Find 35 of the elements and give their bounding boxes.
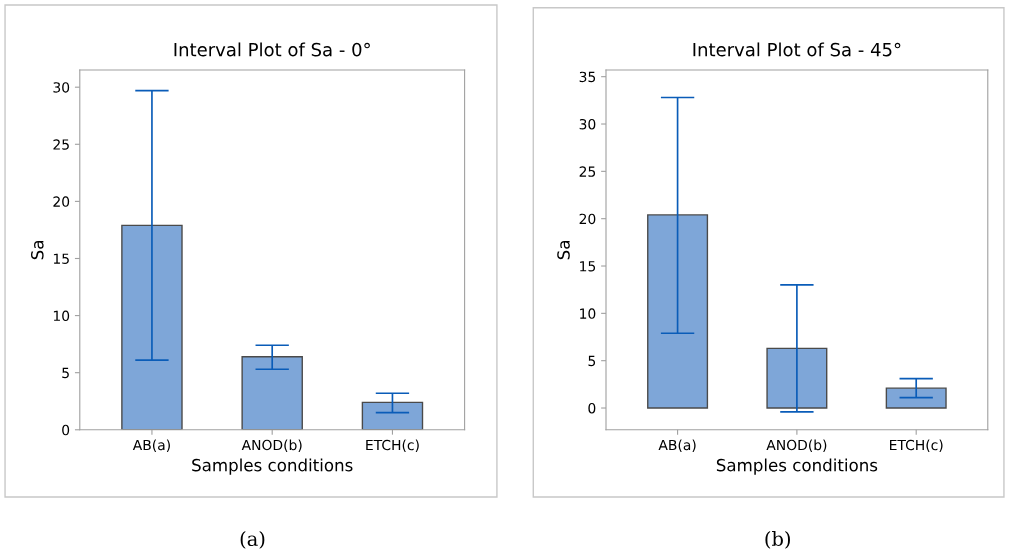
y-tick-label: 10 <box>580 308 596 319</box>
chart-title: Interval Plot of Sa - 0° <box>174 42 370 57</box>
x-tick-label: ETCH(c) <box>366 439 419 452</box>
y-axis-title: Sa <box>557 241 570 260</box>
y-tick-label: 20 <box>579 213 596 225</box>
bar <box>241 356 303 430</box>
x-tick-label: ETCH(c) <box>890 439 943 452</box>
text: (b) <box>765 531 790 549</box>
bar <box>121 224 183 430</box>
y-tick-label: 25 <box>579 166 596 177</box>
x-tick-label: ANOD(b) <box>241 439 302 452</box>
y-tick-label: 30 <box>53 82 70 93</box>
x-tick-label: ANOD(b) <box>766 439 827 452</box>
x-axis-title: Samples conditions <box>716 458 878 475</box>
y-tick-label: 15 <box>580 261 596 272</box>
bar <box>885 387 947 409</box>
y-tick-label: 0 <box>588 402 596 414</box>
bar <box>766 347 828 409</box>
text: (a) <box>240 531 265 549</box>
bar <box>361 401 424 430</box>
bar <box>647 214 709 409</box>
y-tick-label: 25 <box>53 139 69 150</box>
y-tick-label: 35 <box>579 71 596 83</box>
y-tick-label: 0 <box>62 424 70 436</box>
x-tick-label: AB(a) <box>132 439 170 452</box>
y-tick-label: 20 <box>53 196 70 207</box>
y-axis-title: Sa <box>31 241 44 260</box>
chart-title: Interval Plot of Sa - 45° <box>693 42 901 57</box>
y-tick-label: 15 <box>53 253 69 264</box>
y-tick-label: 5 <box>62 367 69 379</box>
x-tick-label: AB(a) <box>658 439 696 452</box>
y-tick-label: 30 <box>579 118 596 130</box>
y-tick-label: 10 <box>53 310 70 322</box>
y-tick-label: 5 <box>588 355 596 367</box>
x-axis-title: Samples conditions <box>192 458 353 475</box>
